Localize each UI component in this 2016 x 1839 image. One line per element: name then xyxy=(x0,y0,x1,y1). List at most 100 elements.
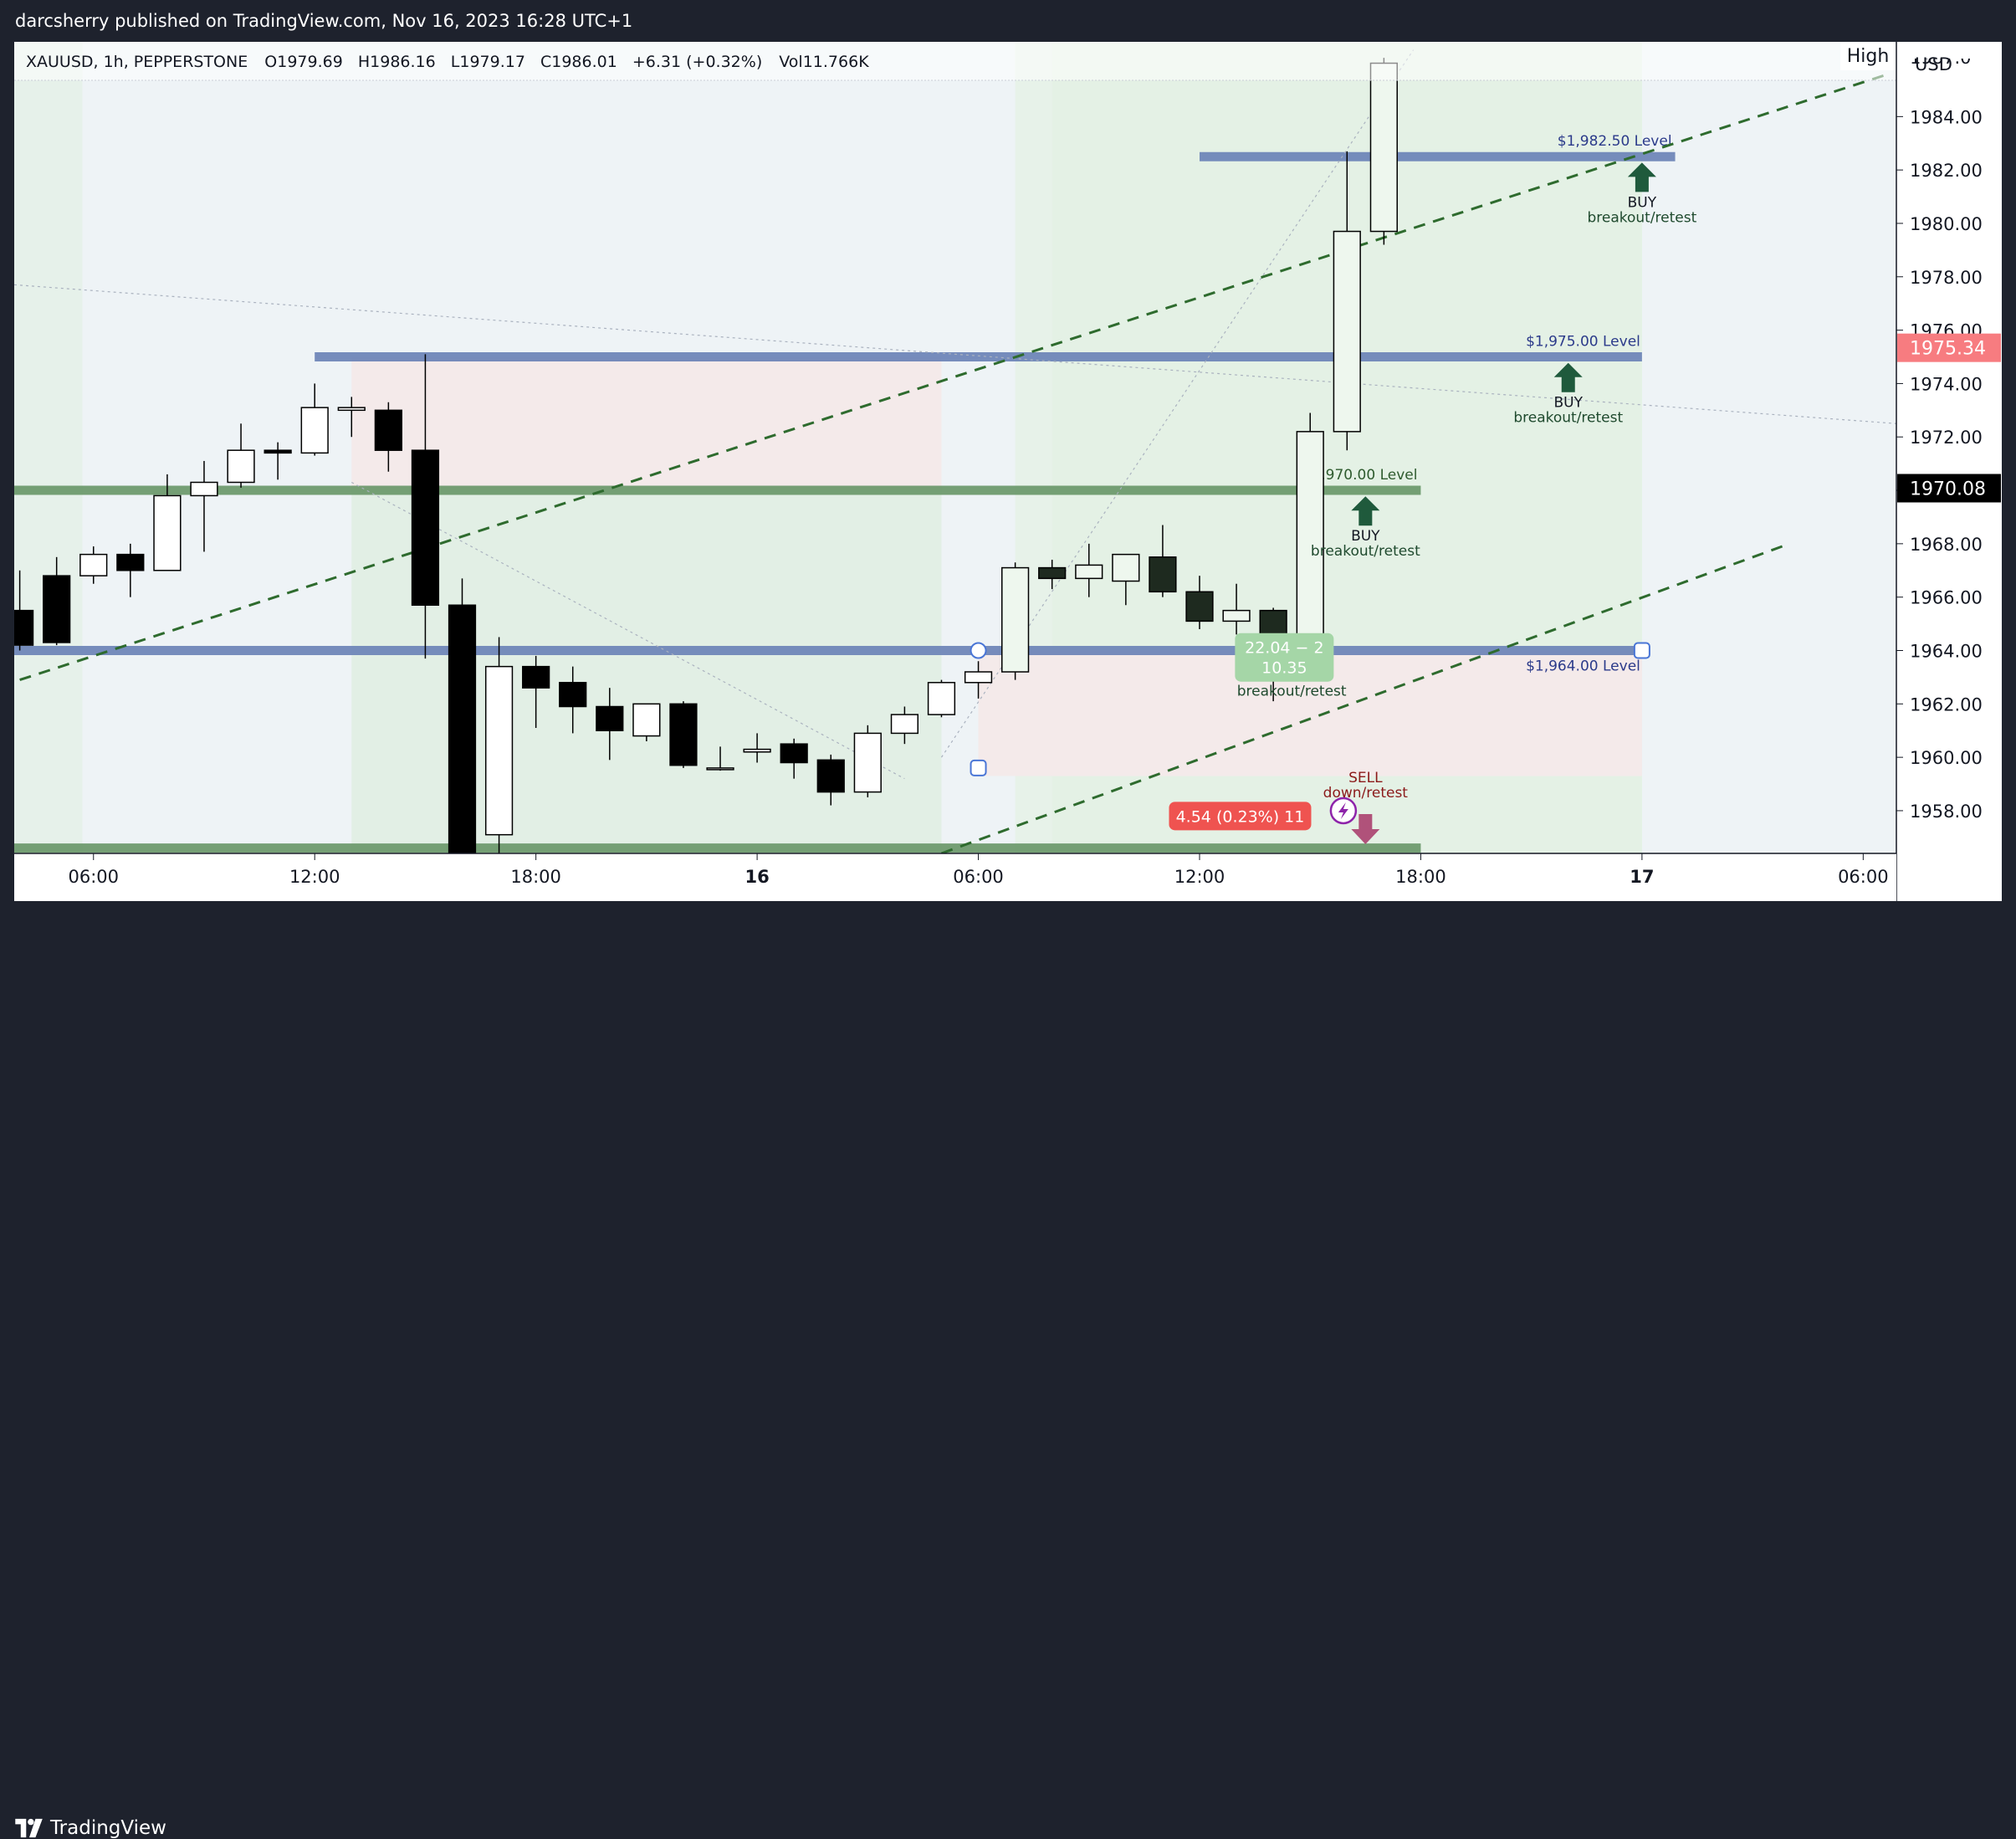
candle-body xyxy=(14,609,34,646)
time-tick-label: 12:00 xyxy=(1174,867,1225,887)
candle[interactable] xyxy=(411,354,440,659)
legend-ohlc: XAUUSD, 1h, PEPPERSTONE O1979.69 H1986.1… xyxy=(26,53,869,71)
candle[interactable] xyxy=(559,666,587,734)
legend-change: +6.31 (+0.32%) xyxy=(632,53,762,71)
candle-body xyxy=(43,575,71,643)
candle[interactable] xyxy=(484,637,514,853)
annotation-line2: breakout/retest xyxy=(1237,683,1347,699)
legend-high: H1986.16 xyxy=(358,53,436,71)
legend-symbol: XAUUSD, 1h, PEPPERSTONE xyxy=(26,53,248,71)
sell-arrow-icon xyxy=(1351,813,1380,844)
candle[interactable] xyxy=(890,706,919,745)
price-tick-label: 1978.00 xyxy=(1910,268,1983,288)
candle[interactable] xyxy=(1149,525,1177,597)
candle[interactable] xyxy=(79,546,108,584)
candle[interactable] xyxy=(522,655,550,729)
measure-label: 22.04 − 210.35 xyxy=(1235,633,1334,682)
dashed-trend-line-1[interactable] xyxy=(940,542,1790,853)
position-handle[interactable] xyxy=(1633,642,1650,659)
dotted-trend-line xyxy=(350,481,905,780)
price-tick-label: 1980.00 xyxy=(1910,214,1983,234)
candle[interactable] xyxy=(632,703,661,741)
annotation-line2: down/retest xyxy=(1323,785,1409,802)
candle[interactable] xyxy=(153,474,182,571)
legend-open: O1979.69 xyxy=(264,53,343,71)
buy-arrow-icon xyxy=(1553,362,1583,392)
candle-body xyxy=(1185,591,1214,622)
candle[interactable] xyxy=(1038,560,1067,590)
candle[interactable] xyxy=(669,701,698,768)
measure-label-bg xyxy=(1169,802,1312,831)
level-label: $1,982.50 Level xyxy=(1558,133,1672,150)
candle[interactable] xyxy=(853,725,882,797)
legend-low: L1979.17 xyxy=(451,53,525,71)
candle[interactable] xyxy=(1075,543,1103,597)
candle[interactable] xyxy=(264,442,292,480)
position-handle[interactable] xyxy=(970,642,987,659)
measure-label-bg xyxy=(1235,633,1334,682)
candle[interactable] xyxy=(927,679,956,718)
candle[interactable] xyxy=(14,570,34,651)
candle-body xyxy=(1075,564,1103,580)
candle[interactable] xyxy=(1296,412,1324,651)
candle-body xyxy=(411,449,440,607)
time-tick-label: 06:00 xyxy=(1838,867,1889,887)
currency-label: USD xyxy=(1915,54,1952,74)
dotted-trend-line xyxy=(14,284,1896,424)
lightning-icon[interactable] xyxy=(1329,797,1358,825)
price-tick-label: 1968.00 xyxy=(1910,535,1983,555)
candle-body xyxy=(484,665,514,836)
lightning-bolt xyxy=(1338,802,1348,819)
candle-body xyxy=(1333,230,1361,433)
high-button[interactable]: High xyxy=(1840,42,1896,70)
price-label-text: 1975.34 xyxy=(1910,339,1986,360)
candlestick-chart[interactable]: $1,982.50 Level $1,975.00 Level $1,970.00 … xyxy=(14,42,2002,901)
measure-label: 4.54 (0.23%) 11 xyxy=(1169,802,1312,831)
measure-label-line1: 22.04 − 2 xyxy=(1245,639,1323,658)
dashed-trend-line-0[interactable] xyxy=(19,72,1890,682)
candle[interactable] xyxy=(780,738,808,779)
candle[interactable] xyxy=(227,423,255,488)
resistance-zone xyxy=(351,356,942,491)
candle[interactable] xyxy=(337,397,366,438)
range-zone xyxy=(351,490,942,853)
candle[interactable] xyxy=(816,754,845,806)
tradingview-logo[interactable]: TradingView xyxy=(15,1817,166,1839)
candle-body xyxy=(1369,62,1398,233)
price-label: 1975.34 xyxy=(1897,333,2001,362)
high-button-label: High xyxy=(1847,46,1890,67)
currency-button[interactable]: USD xyxy=(1915,54,1952,74)
price-label-text: 1970.08 xyxy=(1910,479,1986,500)
candle[interactable] xyxy=(300,383,329,456)
buy-arrow-icon xyxy=(1351,496,1380,526)
price-tick-label: 1982.00 xyxy=(1910,161,1983,181)
candle[interactable] xyxy=(596,688,624,761)
level-label: $1,975.00 Level xyxy=(1526,334,1640,351)
candle[interactable] xyxy=(1185,576,1214,629)
candle-body xyxy=(559,682,587,708)
candle[interactable] xyxy=(1222,583,1251,635)
candle[interactable] xyxy=(706,746,734,771)
candle-body xyxy=(927,682,956,715)
candle[interactable] xyxy=(190,460,218,552)
candle-body xyxy=(448,604,477,853)
candle[interactable] xyxy=(1369,58,1398,245)
candle[interactable] xyxy=(374,402,402,472)
legend-close: C1986.01 xyxy=(540,53,617,71)
candle-body xyxy=(706,767,734,771)
candle[interactable] xyxy=(448,578,477,853)
time-tick-label: 16 xyxy=(744,867,769,887)
candle[interactable] xyxy=(1112,553,1140,606)
position-handle[interactable] xyxy=(970,759,987,776)
candle-body xyxy=(816,759,845,793)
candle[interactable] xyxy=(1333,151,1361,451)
candle[interactable] xyxy=(743,733,771,763)
candle[interactable] xyxy=(43,556,71,646)
candle[interactable] xyxy=(1001,562,1030,680)
time-tick-label: 12:00 xyxy=(289,867,340,887)
candle[interactable] xyxy=(116,543,145,597)
candle[interactable] xyxy=(964,661,993,699)
